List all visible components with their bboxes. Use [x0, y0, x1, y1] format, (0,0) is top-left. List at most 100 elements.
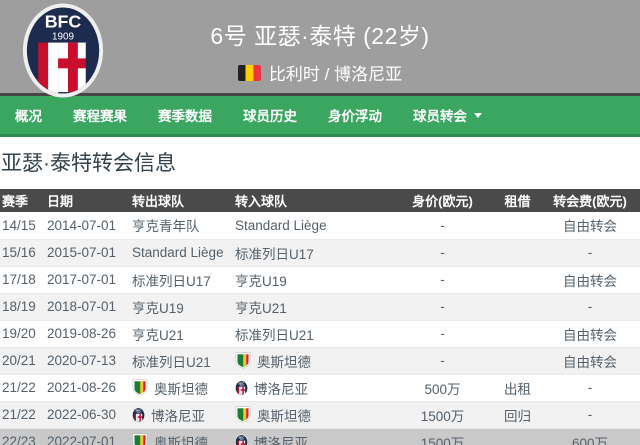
- market-value-cell: 1500万: [420, 435, 465, 445]
- market-value-cell: 500万: [390, 374, 495, 402]
- to-team-cell: 亨克U19: [233, 266, 390, 294]
- season-cell: 15/16: [0, 239, 45, 267]
- season-cell: 14/15: [0, 212, 45, 240]
- to-team-name: Standard Liège: [235, 217, 327, 233]
- player-header: 6号 亚瑟·泰特 (22岁) 比利时 / 博洛尼亚: [0, 0, 640, 96]
- season-cell: 20/21: [0, 347, 45, 375]
- from-team-name: 标准列日U21: [132, 354, 211, 370]
- to-team-name: 博洛尼亚: [254, 381, 308, 397]
- from-team-cell: 奥斯坦德: [130, 428, 233, 445]
- from-team-name: Standard Liège: [132, 245, 224, 260]
- loan-cell: [495, 428, 540, 445]
- season-cell: 18/19: [0, 293, 45, 321]
- market-value-cell: -: [390, 293, 495, 321]
- date-cell: 2021-08-26: [45, 374, 130, 402]
- oostende-club-icon: [132, 379, 148, 396]
- from-team-cell: 博洛尼亚: [130, 401, 233, 429]
- to-team-cell: Standard Liège: [233, 212, 390, 240]
- player-title: 6号 亚瑟·泰特 (22岁): [210, 23, 430, 49]
- to-team-cell: 奥斯坦德: [233, 347, 390, 375]
- bologna-club-icon: [235, 380, 248, 396]
- from-team-name: 亨克U21: [132, 327, 184, 343]
- col-fee: 转会费(欧元): [540, 189, 640, 212]
- nav-tab-label: 球员历史: [243, 109, 297, 124]
- transfer-table: 赛季 日期 转出球队 转入球队 身价(欧元) 租借 转会费(欧元) 14/15 …: [0, 189, 640, 445]
- table-row: 17/18 2017-07-01 标准列日U17 亨克U19 - 自由转会: [0, 266, 640, 294]
- table-row: 18/19 2018-07-01 亨克U19 亨克U21 - -: [0, 293, 640, 321]
- table-row: 21/22 2021-08-26 奥斯坦德 博洛尼亚 500万 出租 -: [0, 374, 640, 402]
- from-team-cell: 亨克U19: [130, 293, 233, 321]
- nav-tab-5[interactable]: 球员转会: [413, 105, 482, 125]
- to-team-name: 亨克U19: [235, 273, 287, 289]
- nav-tab-label: 赛程赛果: [73, 109, 127, 124]
- col-from: 转出球队: [130, 189, 233, 212]
- table-row: 22/23 2022-07-01 奥斯坦德 博洛尼亚 1500万 600万: [0, 428, 640, 445]
- belgium-flag-icon: [237, 64, 261, 81]
- col-to: 转入球队: [233, 189, 390, 212]
- fee-cell: 自由转会: [540, 347, 640, 375]
- from-team-cell: Standard Liège: [130, 239, 233, 267]
- loan-cell: [495, 293, 540, 321]
- table-row: 20/21 2020-07-13 标准列日U21 奥斯坦德 - 自由转会: [0, 347, 640, 375]
- nav-tab-1[interactable]: 赛程赛果: [73, 105, 127, 125]
- market-value-cell: -: [390, 239, 495, 267]
- date-cell: 2017-07-01: [45, 266, 130, 294]
- loan-cell: [495, 239, 540, 267]
- to-team-name: 标准列日U17: [235, 246, 314, 262]
- season-cell: 17/18: [0, 266, 45, 294]
- nav-tab-label: 概况: [15, 109, 42, 124]
- loan-cell: [495, 347, 540, 375]
- market-value-cell: -: [390, 347, 495, 375]
- to-team-name: 奥斯坦德: [257, 354, 311, 370]
- nav-tab-0[interactable]: 概况: [15, 105, 42, 125]
- oostende-club-icon: [235, 352, 251, 369]
- table-row: 19/20 2019-08-26 亨克U21 标准列日U21 - 自由转会: [0, 320, 640, 348]
- table-row: 15/16 2015-07-01 Standard Liège 标准列日U17 …: [0, 239, 640, 267]
- loan-cell: 回归: [495, 401, 540, 429]
- nav-tab-2[interactable]: 赛季数据: [158, 105, 212, 125]
- fee-cell: 自由转会: [540, 320, 640, 348]
- loan-cell: [495, 212, 540, 240]
- to-team-name: 奥斯坦德: [257, 408, 311, 424]
- loan-cell: [495, 266, 540, 294]
- market-value-cell: -: [390, 212, 495, 240]
- nav-tab-4[interactable]: 身价浮动: [328, 105, 382, 125]
- to-team-cell: 标准列日U21: [233, 320, 390, 348]
- date-cell: 2015-07-01: [45, 239, 130, 267]
- to-team-name: 博洛尼亚: [254, 435, 308, 445]
- date-cell: 2022-07-01: [47, 434, 117, 445]
- from-team-cell: 亨克U21: [130, 320, 233, 348]
- from-team-cell: 亨克青年队: [130, 212, 233, 240]
- date-cell: 2022-06-30: [45, 401, 130, 429]
- to-team-cell: 博洛尼亚: [233, 428, 390, 445]
- chevron-down-icon: [474, 112, 482, 118]
- fee-cell: -: [540, 239, 640, 267]
- nav-tab-label: 球员转会: [413, 109, 467, 124]
- table-header-row: 赛季 日期 转出球队 转入球队 身价(欧元) 租借 转会费(欧元): [0, 189, 640, 212]
- nav-tab-3[interactable]: 球员历史: [243, 105, 297, 125]
- main-nav: 概况 赛程赛果 赛季数据 球员历史 身价浮动 球员转会: [0, 96, 640, 137]
- bologna-club-logo: [22, 3, 104, 98]
- from-team-name: 博洛尼亚: [151, 408, 205, 424]
- date-cell: 2019-08-26: [45, 320, 130, 348]
- to-team-name: 亨克U21: [235, 300, 287, 316]
- market-value-cell: -: [390, 266, 495, 294]
- oostende-club-icon: [132, 433, 148, 445]
- col-date: 日期: [45, 189, 130, 212]
- to-team-cell: 亨克U21: [233, 293, 390, 321]
- from-team-name: 标准列日U17: [132, 273, 211, 289]
- to-team-name: 标准列日U21: [235, 327, 314, 343]
- market-value-cell: 1500万: [390, 401, 495, 429]
- fee-cell: 600万: [571, 435, 609, 445]
- from-team-cell: 标准列日U21: [130, 347, 233, 375]
- table-row: 14/15 2014-07-01 亨克青年队 Standard Liège - …: [0, 212, 640, 240]
- season-cell: 21/22: [0, 401, 45, 429]
- bologna-club-icon: [132, 407, 145, 423]
- from-team-name: 亨克青年队: [132, 219, 200, 235]
- section-title: 亚瑟·泰特转会信息: [1, 152, 176, 175]
- col-season: 赛季: [0, 189, 45, 212]
- from-team-cell: 标准列日U17: [130, 266, 233, 294]
- fee-cell: -: [540, 401, 640, 429]
- fee-cell: 自由转会: [540, 212, 640, 240]
- bologna-club-icon: [235, 434, 248, 445]
